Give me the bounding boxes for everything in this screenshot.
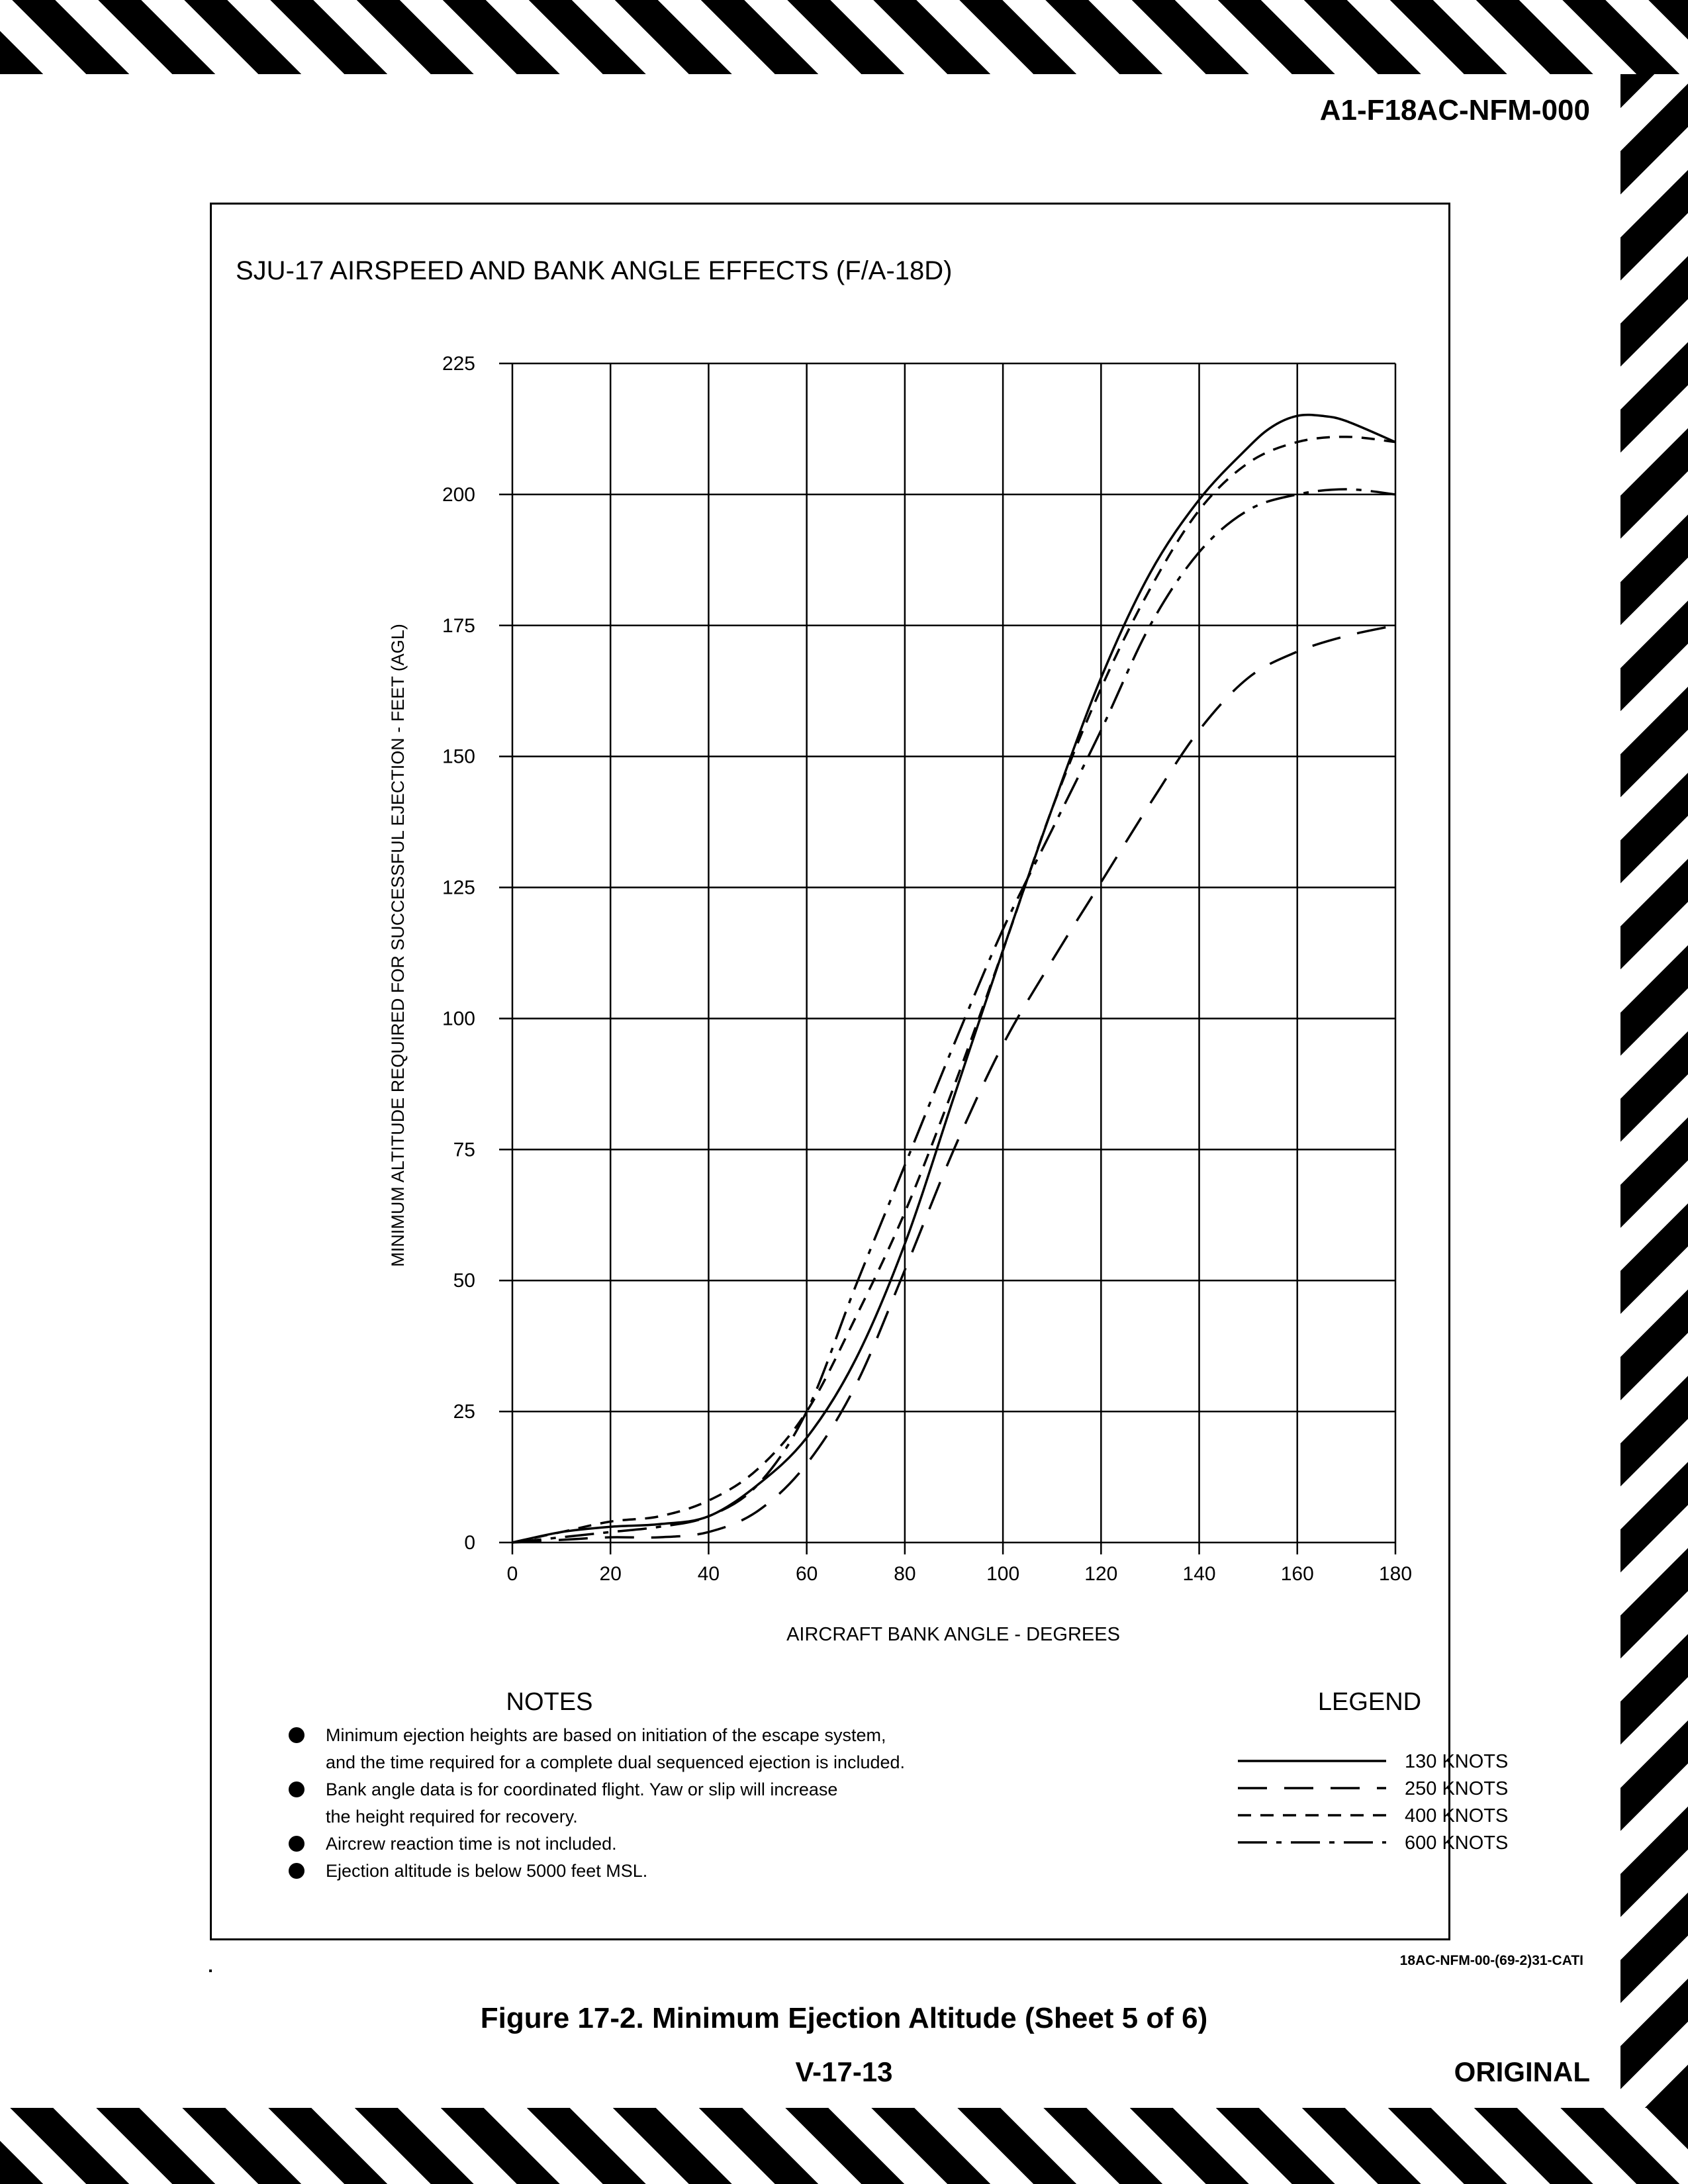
legend-label-130-knots: 130 KNOTS: [1405, 1751, 1508, 1772]
chart-title: SJU-17 AIRSPEED AND BANK ANGLE EFFECTS (…: [236, 256, 953, 285]
grid: [499, 363, 1395, 1554]
y-tick-label-75: 75: [453, 1139, 475, 1161]
series-line-130-knots: [512, 415, 1395, 1543]
x-tick-label-140: 140: [1183, 1563, 1216, 1585]
legend-label-250-knots: 250 KNOTS: [1405, 1778, 1508, 1799]
x-tick-label-20: 20: [600, 1563, 622, 1585]
legend-label-600-knots: 600 KNOTS: [1405, 1832, 1508, 1854]
revision-status: ORIGINAL: [1454, 2056, 1590, 2088]
note-line: the height required for recovery.: [326, 1807, 578, 1827]
x-tick-label-180: 180: [1379, 1563, 1412, 1585]
y-tick-label-125: 125: [442, 877, 475, 899]
y-tick-label-100: 100: [442, 1008, 475, 1029]
y-axis-label: MINIMUM ALTITUDE REQUIRED FOR SUCCESSFUL…: [388, 624, 408, 1267]
note-line: Minimum ejection heights are based on in…: [326, 1725, 886, 1745]
y-tick-label-200: 200: [442, 484, 475, 506]
y-tick-label-0: 0: [464, 1532, 475, 1554]
x-tick-label-80: 80: [894, 1563, 915, 1585]
note-bullet-1: [289, 1727, 305, 1743]
data-series: [512, 415, 1395, 1543]
x-tick-label-0: 0: [507, 1563, 518, 1585]
series-line-250-knots: [512, 626, 1395, 1543]
figure-caption: Figure 17-2. Minimum Ejection Altitude (…: [0, 2002, 1688, 2035]
x-tick-label-100: 100: [986, 1563, 1019, 1585]
y-tick-label-175: 175: [442, 615, 475, 637]
note-line: and the time required for a complete dua…: [326, 1752, 905, 1772]
stray-mark: [209, 1970, 212, 1972]
page-number: V-17-13: [0, 2056, 1688, 2088]
note-bullet-2: [289, 1781, 305, 1797]
y-tick-label-150: 150: [442, 746, 475, 768]
series-line-400-knots: [512, 437, 1395, 1543]
notes-title: NOTES: [506, 1688, 593, 1716]
figure-id: 18AC-NFM-00-(69-2)31-CATI: [1400, 1953, 1583, 1969]
legend-title: LEGEND: [1318, 1688, 1421, 1716]
legend: 130 KNOTS 250 KNOTS 400 KNOTS 600 KNOTS: [1238, 1751, 1508, 1854]
y-tick-label-225: 225: [442, 353, 475, 375]
x-tick-label-120: 120: [1084, 1563, 1117, 1585]
x-tick-label-160: 160: [1281, 1563, 1314, 1585]
x-tick-label-40: 40: [698, 1563, 720, 1585]
note-line: Aircrew reaction time is not included.: [326, 1834, 617, 1854]
note-line: Ejection altitude is below 5000 feet MSL…: [326, 1861, 647, 1881]
note-bullet-3: [289, 1836, 305, 1852]
notes-list: Minimum ejection heights are based on in…: [289, 1725, 905, 1881]
x-tick-label-60: 60: [796, 1563, 818, 1585]
series-line-600-knots: [512, 489, 1395, 1543]
y-tick-label-25: 25: [453, 1401, 475, 1423]
y-tick-label-50: 50: [453, 1270, 475, 1292]
note-bullet-4: [289, 1863, 305, 1879]
note-line: Bank angle data is for coordinated fligh…: [326, 1780, 837, 1799]
x-axis-label: AIRCRAFT BANK ANGLE - DEGREES: [786, 1624, 1120, 1645]
axis-tick-labels: 0 20 40 60 80 100 120 140 160 180 0 25 50 75 100 125 150…: [442, 353, 1412, 1585]
legend-label-400-knots: 400 KNOTS: [1405, 1805, 1508, 1827]
